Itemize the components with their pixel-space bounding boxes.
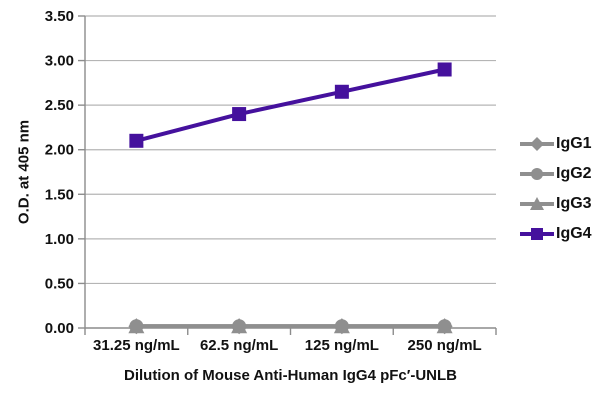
- legend-marker-swatch: [520, 137, 554, 151]
- y-tick-label: 0.00: [45, 320, 74, 337]
- x-tick-label: 62.5 ng/mL: [200, 337, 278, 354]
- y-tick-label: 1.50: [45, 186, 74, 203]
- legend-marker-swatch: [520, 228, 554, 240]
- legend-item-igg3: IgG3: [520, 189, 592, 219]
- y-tick-label: 2.50: [45, 97, 74, 114]
- x-tick-label: 250 ng/mL: [408, 337, 482, 354]
- x-tick-label: 31.25 ng/mL: [93, 337, 180, 354]
- legend-marker-swatch: [520, 168, 554, 180]
- series-line-igg4: [135, 67, 446, 143]
- legend-label: IgG2: [556, 165, 592, 182]
- y-tick-label: 2.00: [45, 142, 74, 159]
- square-marker: [531, 228, 543, 240]
- legend-marker-swatch: [520, 197, 554, 210]
- diamond-marker: [530, 137, 544, 151]
- y-tick-label: 3.50: [45, 8, 74, 25]
- square-marker: [232, 107, 247, 122]
- x-axis-title: Dilution of Mouse Anti-Human IgG4 pFc′-U…: [123, 367, 457, 384]
- square-marker: [334, 84, 349, 99]
- legend-label: IgG3: [556, 195, 592, 212]
- triangle-marker: [128, 318, 145, 334]
- legend-label: IgG4: [556, 225, 592, 242]
- legend: IgG1 IgG2 IgG3 IgG4: [520, 129, 592, 249]
- legend-item-igg2: IgG2: [520, 159, 592, 189]
- x-tick-label: 125 ng/mL: [305, 337, 379, 354]
- legend-item-igg4: IgG4: [520, 219, 592, 249]
- legend-item-igg1: IgG1: [520, 129, 592, 159]
- y-tick-label: 3.00: [45, 53, 74, 70]
- triangle-marker: [231, 318, 248, 334]
- triangle-marker: [333, 318, 350, 334]
- y-tick-label: 1.00: [45, 231, 74, 248]
- circle-marker: [531, 168, 543, 180]
- y-tick-label: 0.50: [45, 275, 74, 292]
- legend-label: IgG1: [556, 135, 592, 152]
- triangle-marker: [436, 318, 453, 334]
- square-marker: [437, 62, 452, 77]
- square-marker: [129, 133, 144, 148]
- triangle-marker: [530, 197, 544, 210]
- y-axis-title: O.D. at 405 nm: [15, 119, 33, 225]
